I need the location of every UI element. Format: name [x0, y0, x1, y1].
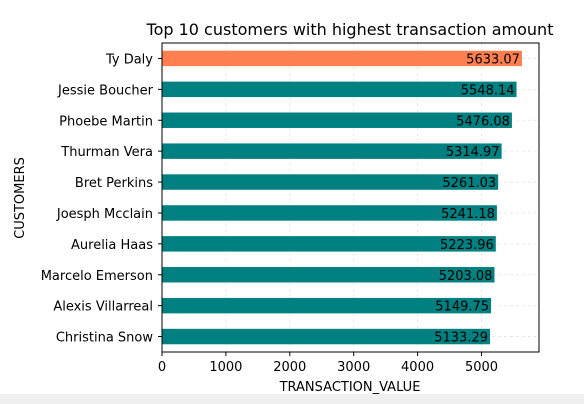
- x-tick-label-0: 0: [158, 360, 166, 375]
- value-label-3: 5314.97: [446, 145, 500, 160]
- x-axis: 0 1000 2000 3000 4000 5000: [158, 352, 498, 375]
- bar-0: [162, 50, 522, 67]
- y-tick-label-5: Joesph Mcclain: [56, 207, 153, 222]
- bar-6: [162, 236, 496, 252]
- x-tick-label-4: 4000: [401, 360, 434, 375]
- value-label-1: 5548.14: [461, 83, 515, 98]
- y-tick-label-9: Christina Snow: [56, 331, 154, 346]
- bar-9: [162, 328, 491, 345]
- y-tick-label-4: Bret Perkins: [75, 176, 153, 191]
- value-labels: 5633.07 5548.14 5476.08 5314.97 5261.03 5241.…: [434, 52, 520, 345]
- bar-3: [162, 143, 502, 159]
- x-tick-label-2: 2000: [273, 360, 306, 375]
- window-bottom-strip: [0, 394, 584, 404]
- value-label-5: 5241.18: [441, 207, 495, 222]
- value-label-2: 5476.08: [456, 114, 510, 129]
- x-tick-label-1: 1000: [209, 360, 242, 375]
- y-tick-label-0: Ty Daly: [105, 52, 153, 67]
- value-label-9: 5133.29: [434, 331, 488, 346]
- value-label-0: 5633.07: [466, 52, 520, 67]
- x-axis-label: TRANSACTION_VALUE: [279, 380, 421, 395]
- plot-frame: [161, 42, 540, 353]
- bar-7: [162, 267, 495, 283]
- y-tick-label-3: Thurman Vera: [60, 145, 153, 160]
- y-axis-label: CUSTOMERS: [13, 157, 28, 239]
- bar-5: [162, 205, 497, 221]
- y-axis: Ty Daly Jessie Boucher Phoebe Martin Thurma…: [41, 52, 162, 346]
- y-tick-label-7: Marcelo Emerson: [41, 269, 153, 284]
- bar-4: [162, 174, 499, 190]
- value-label-7: 5203.08: [439, 269, 493, 284]
- bars: [162, 50, 522, 345]
- bar-2: [162, 112, 512, 128]
- y-tick-label-1: Jessie Boucher: [57, 83, 154, 98]
- bar-8: [162, 297, 492, 314]
- value-label-4: 5261.03: [442, 176, 496, 191]
- x-tick-label-3: 3000: [337, 360, 370, 375]
- chart-title: Top 10 customers with highest transactio…: [146, 20, 554, 39]
- value-label-6: 5223.96: [440, 238, 494, 253]
- y-tick-label-2: Phoebe Martin: [59, 114, 153, 129]
- x-tick-label-5: 5000: [465, 360, 498, 375]
- y-tick-label-8: Alexis Villarreal: [53, 300, 153, 315]
- y-tick-label-6: Aurelia Haas: [71, 238, 153, 253]
- bar-1: [162, 81, 517, 98]
- value-label-8: 5149.75: [435, 300, 489, 315]
